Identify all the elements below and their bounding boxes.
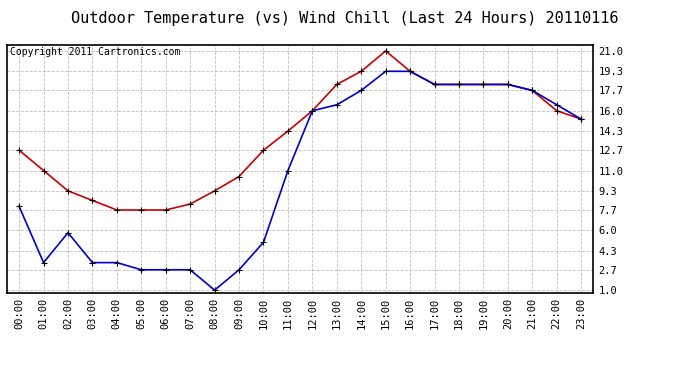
Text: Copyright 2011 Cartronics.com: Copyright 2011 Cartronics.com (10, 48, 180, 57)
Text: Outdoor Temperature (vs) Wind Chill (Last 24 Hours) 20110116: Outdoor Temperature (vs) Wind Chill (Las… (71, 11, 619, 26)
